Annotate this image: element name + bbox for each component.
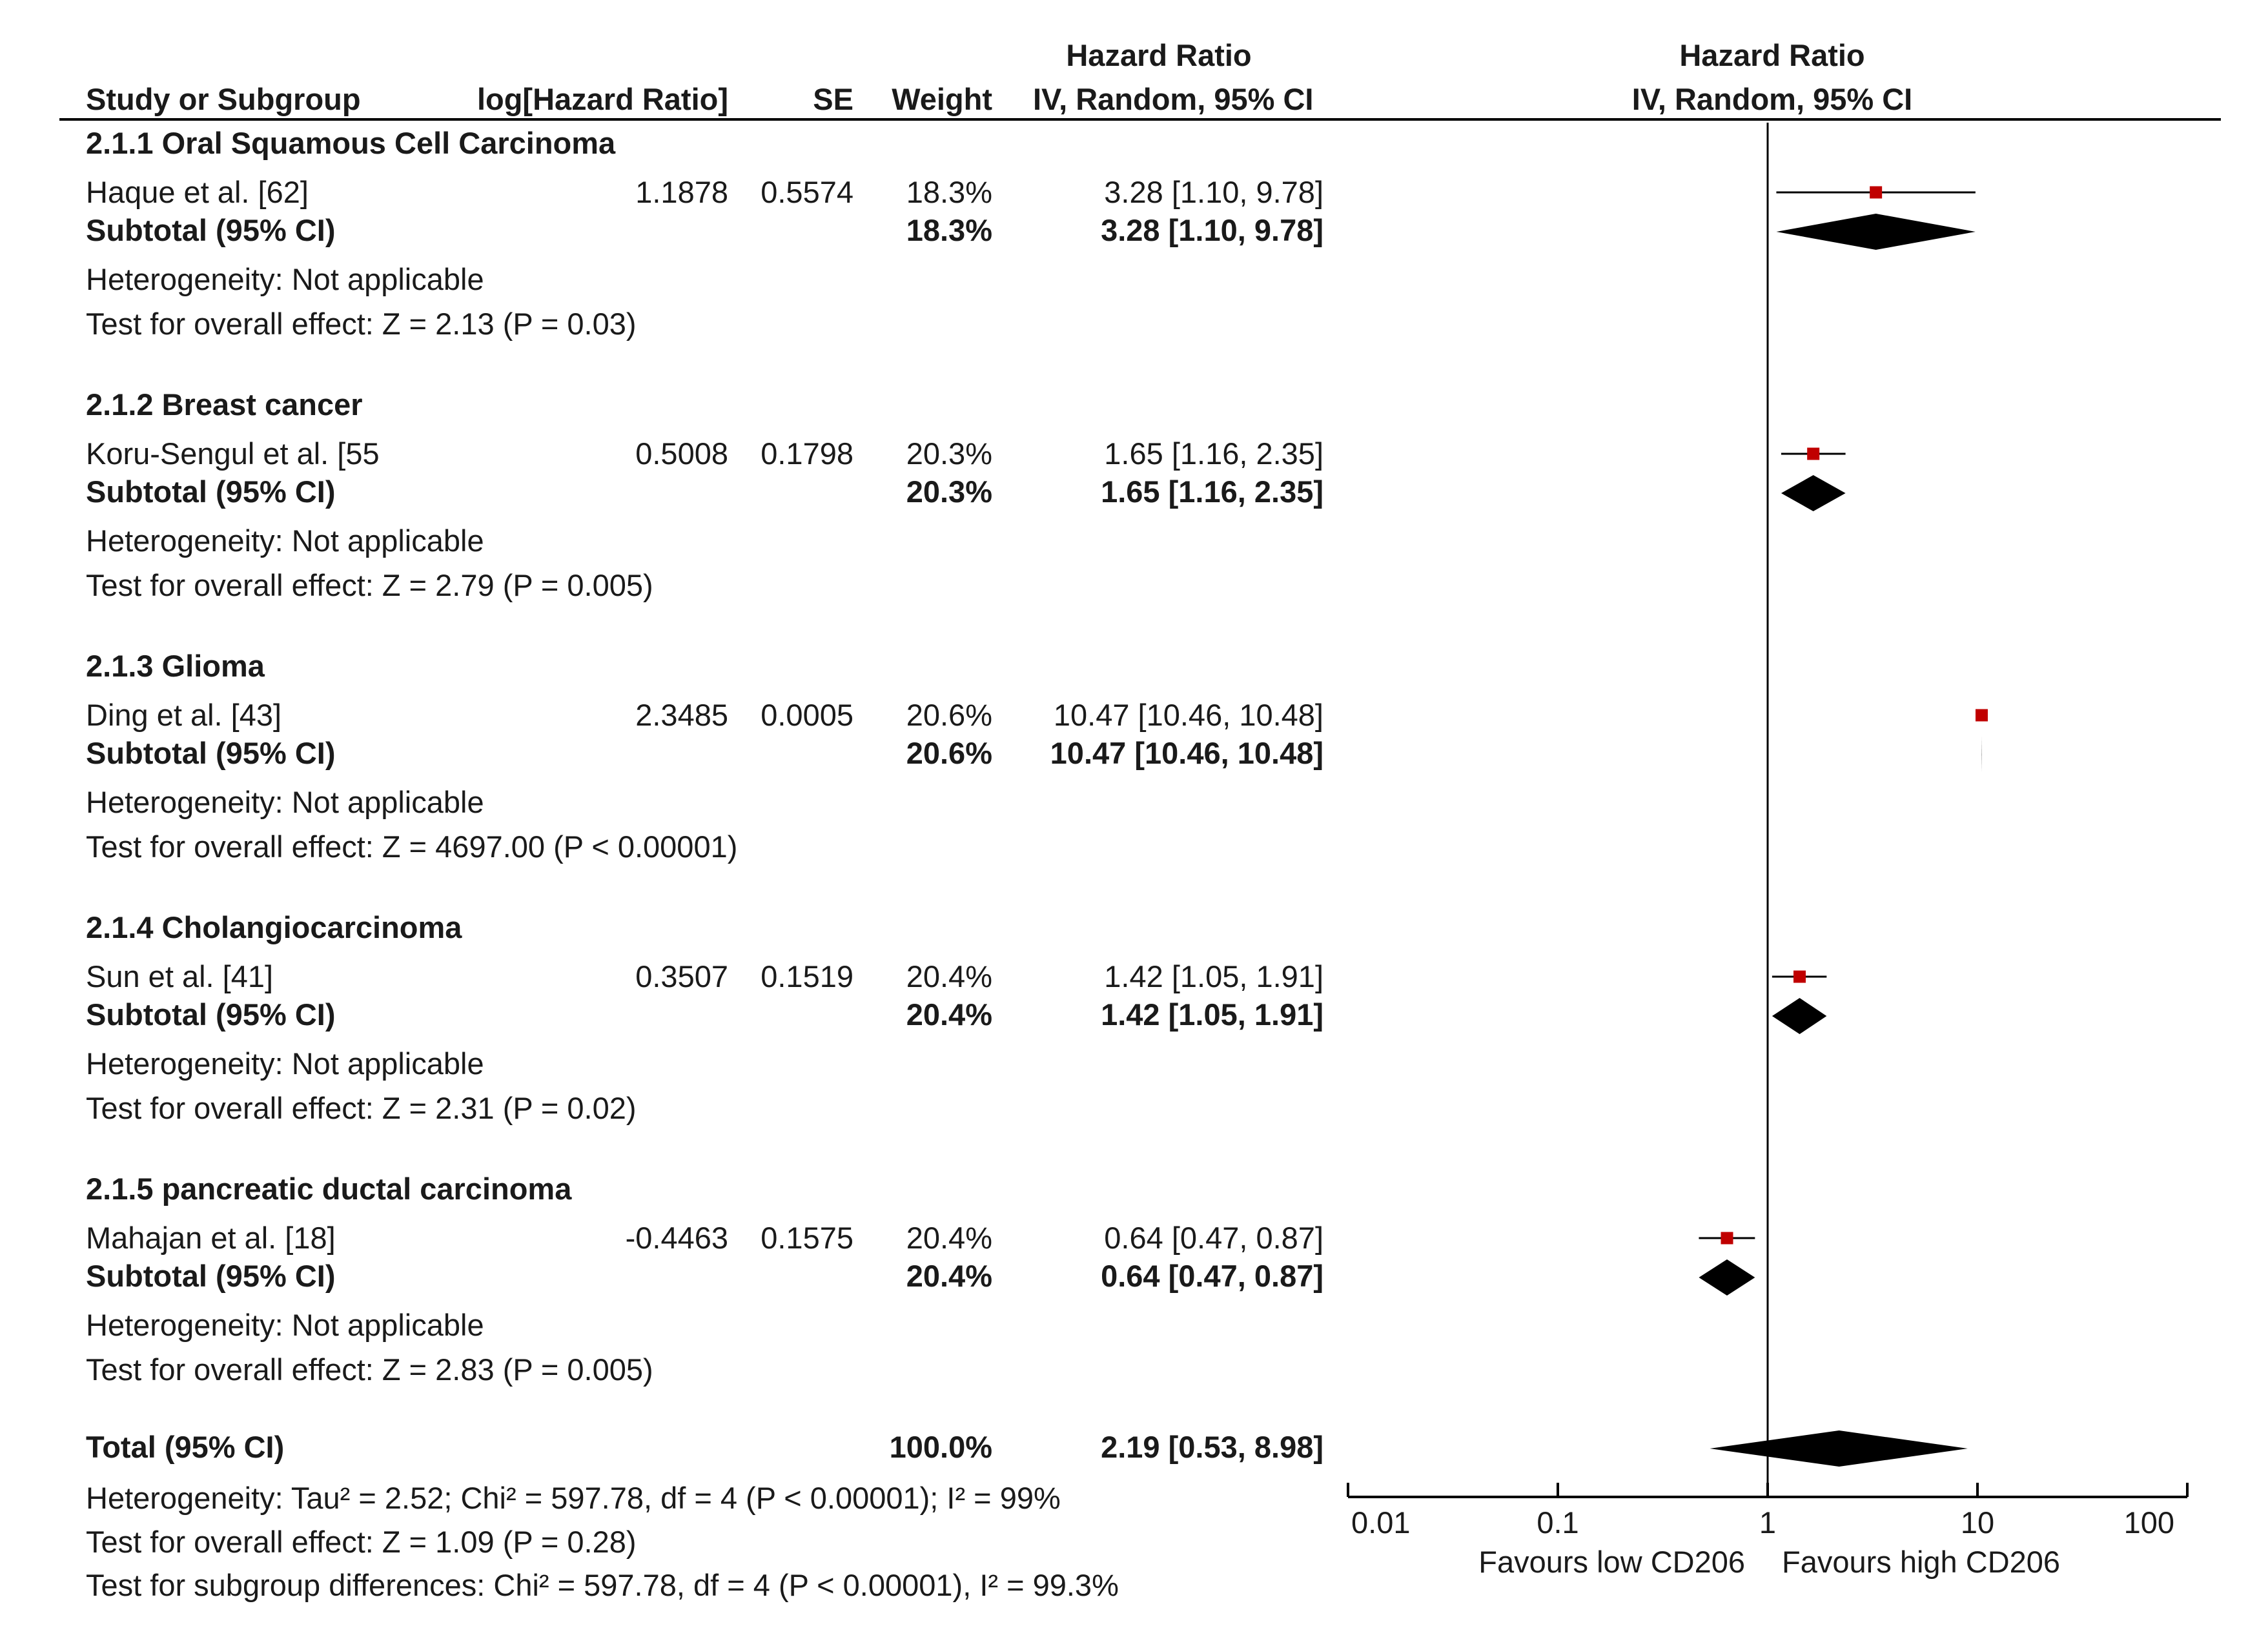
subtotal-diamond — [1772, 998, 1827, 1034]
subgroup-title: 2.1.1 Oral Squamous Cell Carcinoma — [86, 126, 616, 160]
x-tick-label: 10 — [1961, 1505, 1994, 1540]
total-label: Total (95% CI) — [86, 1430, 284, 1464]
header-se: SE — [813, 82, 853, 116]
study-square — [1721, 1232, 1733, 1245]
study-ci: 10.47 [10.46, 10.48] — [1054, 698, 1323, 732]
study-name: Mahajan et al. [18] — [86, 1221, 336, 1255]
study-name: Ding et al. [43] — [86, 698, 281, 732]
study-ci: 1.65 [1.16, 2.35] — [1104, 436, 1323, 471]
subgroup-differences: Test for subgroup differences: Chi² = 59… — [86, 1568, 1119, 1602]
favours-right-label: Favours high CD206 — [1782, 1545, 2060, 1579]
study-square — [1975, 709, 1988, 722]
header-hazard-ratio-plot: Hazard Ratio — [1679, 38, 1864, 72]
subtotal-diamond — [1699, 1259, 1755, 1296]
x-tick-label: 100 — [2124, 1505, 2174, 1540]
overall-effect-text: Test for overall effect: Z = 2.83 (P = 0… — [86, 1352, 653, 1387]
study-ci: 3.28 [1.10, 9.78] — [1104, 175, 1323, 209]
study-ci: 0.64 [0.47, 0.87] — [1104, 1221, 1323, 1255]
total-heterogeneity: Heterogeneity: Tau² = 2.52; Chi² = 597.7… — [86, 1481, 1061, 1515]
subtotal-weight: 20.6% — [906, 736, 992, 770]
study-se: 0.1798 — [761, 436, 853, 471]
study-name: Koru-Sengul et al. [55 — [86, 436, 380, 471]
study-name: Haque et al. [62] — [86, 175, 309, 209]
heterogeneity-text: Heterogeneity: Not applicable — [86, 524, 484, 558]
header-loghr: log[Hazard Ratio] — [477, 82, 728, 116]
subgroup-title: 2.1.4 Cholangiocarcinoma — [86, 910, 462, 944]
x-tick-label: 1 — [1759, 1505, 1776, 1540]
subgroup-title: 2.1.2 Breast cancer — [86, 387, 363, 422]
subtotal-weight: 20.4% — [906, 997, 992, 1032]
subtotal-label: Subtotal (95% CI) — [86, 474, 335, 509]
study-se: 0.0005 — [761, 698, 853, 732]
study-loghr: 0.5008 — [635, 436, 728, 471]
study-loghr: 1.1878 — [635, 175, 728, 209]
subtotal-weight: 20.3% — [906, 474, 992, 509]
study-se: 0.1519 — [761, 959, 853, 993]
study-weight: 20.6% — [906, 698, 992, 732]
x-tick-label: 0.1 — [1537, 1505, 1578, 1540]
heterogeneity-text: Heterogeneity: Not applicable — [86, 262, 484, 296]
study-square — [1870, 186, 1883, 199]
header-study: Study or Subgroup — [86, 82, 361, 116]
overall-effect-text: Test for overall effect: Z = 4697.00 (P … — [86, 829, 737, 864]
favours-left-label: Favours low CD206 — [1478, 1545, 1745, 1579]
total-overall-effect: Test for overall effect: Z = 1.09 (P = 0… — [86, 1525, 637, 1559]
subtotal-label: Subtotal (95% CI) — [86, 997, 335, 1032]
total-weight: 100.0% — [890, 1430, 992, 1464]
heterogeneity-text: Heterogeneity: Not applicable — [86, 785, 484, 819]
study-weight: 20.4% — [906, 959, 992, 993]
study-weight: 20.3% — [906, 436, 992, 471]
subtotal-ci: 10.47 [10.46, 10.48] — [1050, 736, 1323, 770]
heterogeneity-text: Heterogeneity: Not applicable — [86, 1308, 484, 1342]
subtotal-diamond — [1776, 214, 1976, 250]
subtotal-ci: 3.28 [1.10, 9.78] — [1101, 213, 1323, 247]
study-se: 0.1575 — [761, 1221, 853, 1255]
study-weight: 18.3% — [906, 175, 992, 209]
study-loghr: -0.4463 — [626, 1221, 728, 1255]
header-weight: Weight — [892, 82, 992, 116]
total-diamond — [1710, 1430, 1968, 1467]
overall-effect-text: Test for overall effect: Z = 2.79 (P = 0… — [86, 568, 653, 602]
study-square — [1807, 447, 1820, 460]
subtotal-ci: 1.65 [1.16, 2.35] — [1101, 474, 1323, 509]
study-name: Sun et al. [41] — [86, 959, 273, 993]
heterogeneity-text: Heterogeneity: Not applicable — [86, 1046, 484, 1081]
subtotal-label: Subtotal (95% CI) — [86, 1259, 335, 1293]
study-loghr: 2.3485 — [635, 698, 728, 732]
subtotal-ci: 1.42 [1.05, 1.91] — [1101, 997, 1323, 1032]
subtotal-label: Subtotal (95% CI) — [86, 213, 335, 247]
overall-effect-text: Test for overall effect: Z = 2.13 (P = 0… — [86, 307, 637, 341]
header-hr-method: IV, Random, 95% CI — [1033, 82, 1313, 116]
header-plot-method: IV, Random, 95% CI — [1632, 82, 1912, 116]
study-loghr: 0.3507 — [635, 959, 728, 993]
subtotal-weight: 18.3% — [906, 213, 992, 247]
subtotal-ci: 0.64 [0.47, 0.87] — [1101, 1259, 1323, 1293]
x-tick-label: 0.01 — [1351, 1505, 1410, 1540]
header-hazard-ratio-group: Hazard Ratio — [1066, 38, 1251, 72]
study-ci: 1.42 [1.05, 1.91] — [1104, 959, 1323, 993]
overall-effect-text: Test for overall effect: Z = 2.31 (P = 0… — [86, 1091, 637, 1125]
subgroup-title: 2.1.5 pancreatic ductal carcinoma — [86, 1172, 572, 1206]
study-se: 0.5574 — [761, 175, 853, 209]
total-ci: 2.19 [0.53, 8.98] — [1101, 1430, 1323, 1464]
subtotal-label: Subtotal (95% CI) — [86, 736, 335, 770]
subgroup-title: 2.1.3 Glioma — [86, 649, 265, 683]
study-weight: 20.4% — [906, 1221, 992, 1255]
subtotal-weight: 20.4% — [906, 1259, 992, 1293]
study-square — [1793, 970, 1806, 983]
subtotal-diamond — [1781, 475, 1846, 511]
